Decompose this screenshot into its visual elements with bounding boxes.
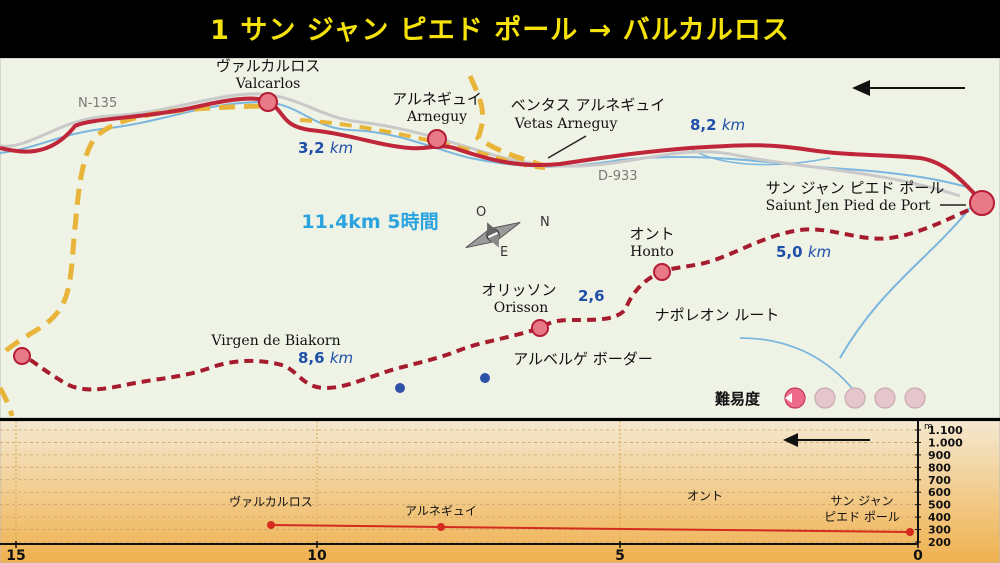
profile-y-tick-label: 500 xyxy=(928,499,951,512)
river-branch xyxy=(689,147,831,166)
profile-label-arneguy: アルネギュイ xyxy=(405,504,477,518)
difficulty-shell-icon xyxy=(844,387,866,409)
profile-y-tick-label: 1.000 xyxy=(928,436,963,449)
valcarlos-label: Valcarlos xyxy=(235,76,301,92)
sjpp-label: Saiunt Jen Pied de Port xyxy=(766,198,931,214)
distance-8-6: 8,6 km xyxy=(298,349,353,367)
direction-arrow-icon xyxy=(852,80,965,96)
profile-y-tick-label: 700 xyxy=(928,474,951,487)
compass-n: N xyxy=(540,215,550,230)
orisson-marker[interactable] xyxy=(531,319,549,337)
profile-point-arneguy[interactable] xyxy=(437,523,445,531)
sjpp-marker[interactable] xyxy=(969,190,995,216)
yellow-dashed-road xyxy=(0,386,15,417)
difficulty-shell-icon xyxy=(904,387,926,409)
albergue-label: アルベルゲ ボーダー xyxy=(513,350,653,368)
sjpp-label-jp: サン ジャン ピエド ポール xyxy=(766,179,945,197)
orisson-label-jp: オリッソン xyxy=(481,281,556,299)
river-branch xyxy=(739,337,861,399)
honto-label: Honto xyxy=(630,244,674,260)
profile-label-sjpp-1: サン ジャン xyxy=(830,494,893,508)
profile-label-valcarlos: ヴァルカルロス xyxy=(229,494,313,509)
compass-icon xyxy=(465,221,521,249)
road-label-n135: N-135 xyxy=(78,96,117,111)
yellow-dashed-road xyxy=(467,74,546,169)
road-label-d933: D-933 xyxy=(598,169,638,184)
profile-x-axis: 15 10 5 0 xyxy=(0,541,923,563)
profile-point-sjpp[interactable] xyxy=(906,528,914,536)
profile-y-tick-label: 600 xyxy=(928,486,951,499)
valcarlos-label-jp: ヴァルカルロス xyxy=(216,58,321,75)
honto-marker[interactable] xyxy=(653,263,671,281)
profile-label-sjpp-2: ピエド ポール xyxy=(824,510,900,524)
difficulty-label: 難易度 xyxy=(715,390,761,408)
ventas-leader-line xyxy=(547,135,587,159)
summary-label: 11.4km 5時間 xyxy=(301,211,438,233)
profile-y-tick-label: 200 xyxy=(928,536,951,549)
profile-x-tick-label: 0 xyxy=(913,548,923,563)
orisson-label: Orisson xyxy=(494,300,548,316)
napoleon-route-label: ナポレオン ルート xyxy=(655,306,780,324)
difficulty-shell-notch-icon xyxy=(785,393,792,403)
compass-e: E xyxy=(500,245,508,260)
distance-8-2: 8,2 km xyxy=(690,116,745,134)
page-title: 1 サン ジャン ピエド ポール → バルカルロス xyxy=(0,0,1000,58)
difficulty-shell-icon xyxy=(874,387,896,409)
distance-5-0: 5,0 km xyxy=(776,243,831,261)
profile-y-tick-label: 1.100 xyxy=(928,424,963,437)
grey-road xyxy=(0,92,961,198)
profile-label-honto: オント xyxy=(687,489,723,503)
profile-y-tick-label: 400 xyxy=(928,511,951,524)
honto-label-jp: オント xyxy=(629,225,674,243)
profile-y-tick-label: 300 xyxy=(928,524,951,537)
arneguy-marker[interactable] xyxy=(427,129,447,149)
route-map: N-135 D-933 ヴァルカルロス Valcarlos アルネギュイ Arn… xyxy=(0,58,1000,418)
profile-x-tick-label: 10 xyxy=(307,548,327,563)
profile-y-tick-label: 900 xyxy=(928,449,951,462)
compass-o: O xyxy=(476,205,486,220)
valcarlos-marker[interactable] xyxy=(258,92,278,112)
arneguy-label: Arneguy xyxy=(406,109,467,125)
difficulty-rating xyxy=(784,387,926,409)
elevation-profile: 15 10 5 0 1.1001.00090080070060050040030020… xyxy=(0,421,1000,563)
profile-x-tick-label: 5 xyxy=(615,548,625,563)
biakorn-marker[interactable] xyxy=(13,347,31,365)
profile-point-valcarlos[interactable] xyxy=(267,521,275,529)
profile-y-tick-label: 800 xyxy=(928,461,951,474)
napoleon-route xyxy=(21,202,983,392)
arneguy-label-jp: アルネギュイ xyxy=(392,90,482,108)
profile-y-unit: m xyxy=(924,422,933,432)
distance-2-6: 2,6 xyxy=(578,287,605,305)
ventas-label: Vetas Arneguy xyxy=(514,116,618,132)
albergue-dot xyxy=(480,373,490,383)
profile-grid xyxy=(0,421,919,544)
albergue-dot xyxy=(395,383,405,393)
profile-x-tick-label: 15 xyxy=(6,548,25,563)
ventas-label-jp: ベンタス アルネギュイ xyxy=(511,96,666,114)
profile-direction-arrow-icon xyxy=(783,433,870,447)
river-branch xyxy=(839,207,971,359)
biakorn-label: Virgen de Biakorn xyxy=(210,333,340,349)
difficulty-shell-icon xyxy=(814,387,836,409)
distance-3-2: 3,2 km xyxy=(298,139,353,157)
